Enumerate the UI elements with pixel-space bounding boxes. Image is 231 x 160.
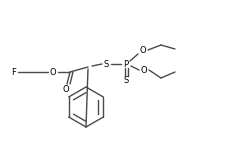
- Text: O: O: [141, 65, 147, 75]
- Text: P: P: [123, 60, 129, 68]
- Text: S: S: [103, 60, 109, 68]
- Text: F: F: [12, 68, 16, 76]
- Text: S: S: [123, 76, 129, 84]
- Text: O: O: [63, 84, 69, 93]
- Text: O: O: [50, 68, 56, 76]
- Text: O: O: [140, 45, 146, 55]
